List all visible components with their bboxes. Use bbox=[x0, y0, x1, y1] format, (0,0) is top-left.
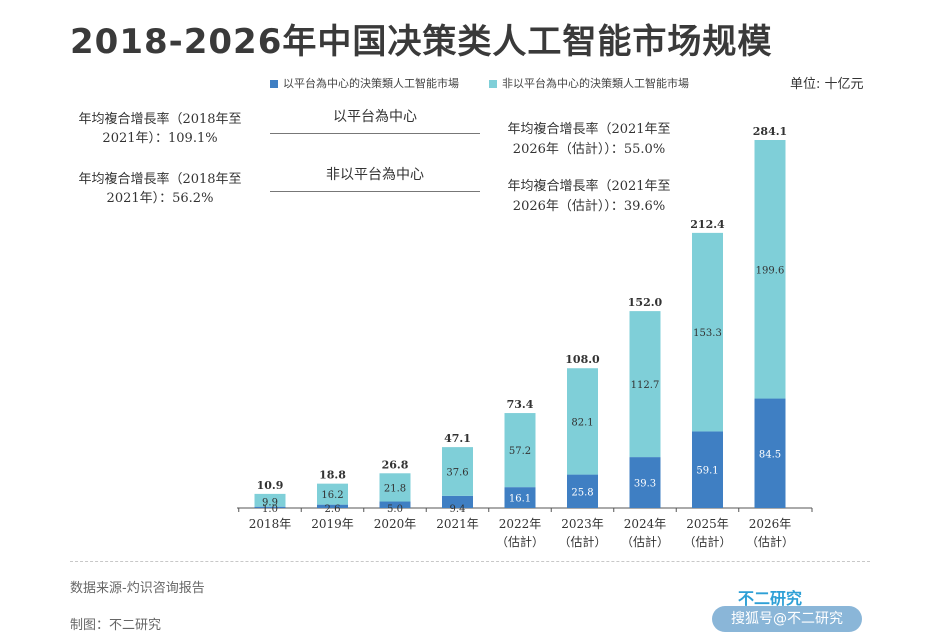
x-tick-label-3: 2021年 bbox=[436, 517, 479, 531]
cagr-right-platform: 年均複合增長率（2021年至 2026年（估計））：55.0% bbox=[484, 120, 694, 160]
bar-platform-0 bbox=[254, 506, 286, 508]
cagr-left-non-platform: 年均複合增長率（2018年至 2021年）：56.2% bbox=[60, 170, 260, 208]
total-label-0: 10.9 bbox=[257, 479, 284, 492]
x-tick-sublabel-6: （估計） bbox=[621, 534, 669, 549]
total-label-5: 108.0 bbox=[565, 353, 600, 366]
x-tick-label-7: 2025年 bbox=[686, 517, 729, 531]
value-label-platform-1: 2.6 bbox=[325, 504, 341, 515]
value-label-non-platform-1: 16.2 bbox=[321, 490, 343, 501]
footer-divider bbox=[70, 561, 870, 562]
bar-non-platform-4 bbox=[504, 413, 536, 488]
value-label-platform-7: 59.1 bbox=[696, 466, 718, 477]
cagr-right-platform-line2: 2026年（估計））：55.0% bbox=[512, 142, 666, 157]
legend-label-non-platform: 非以平台為中心的決策類人工智能市場 bbox=[502, 77, 689, 90]
legend-label-platform: 以平台為中心的決策類人工智能市場 bbox=[283, 77, 459, 90]
value-label-non-platform-3: 37.6 bbox=[446, 467, 468, 478]
value-label-non-platform-5: 82.1 bbox=[571, 417, 593, 428]
x-tick-label-0: 2018年 bbox=[249, 517, 292, 531]
legend-item-non-platform: 非以平台為中心的決策類人工智能市場 bbox=[489, 75, 689, 91]
x-tick-sublabel-7: （估計） bbox=[683, 534, 731, 549]
bar-non-platform-5 bbox=[567, 368, 598, 475]
legend-item-platform: 以平台為中心的決策類人工智能市場 bbox=[270, 75, 459, 91]
bar-non-platform-7 bbox=[692, 232, 723, 432]
x-tick-sublabel-8: （估計） bbox=[746, 534, 794, 549]
group-divider-platform bbox=[270, 133, 480, 134]
x-tick-label-2: 2020年 bbox=[374, 517, 417, 531]
total-label-4: 73.4 bbox=[507, 398, 534, 411]
value-label-platform-3: 9.4 bbox=[450, 504, 466, 515]
source-note: 数据来源-灼识咨询报告 bbox=[70, 581, 205, 596]
value-label-non-platform-2: 21.8 bbox=[384, 483, 406, 494]
x-tick-label-8: 2026年 bbox=[749, 517, 792, 531]
total-label-1: 18.8 bbox=[319, 469, 346, 482]
value-label-platform-6: 39.3 bbox=[634, 479, 656, 490]
legend-swatch-platform bbox=[270, 80, 278, 88]
cagr-right-platform-line1: 年均複合增長率（2021年至 bbox=[507, 122, 671, 137]
value-label-non-platform-6: 112.7 bbox=[631, 380, 660, 391]
value-label-platform-4: 16.1 bbox=[509, 494, 531, 505]
cagr-right-non-platform-line2: 2026年（估計））：39.6% bbox=[512, 199, 666, 214]
bar-non-platform-1 bbox=[317, 483, 348, 505]
chart-title: 2018-2026年中国决策类人工智能市场规模 bbox=[70, 22, 773, 62]
value-label-non-platform-4: 57.2 bbox=[509, 446, 531, 457]
x-tick-sublabel-5: （估計） bbox=[558, 534, 606, 549]
watermark-badge: 搜狐号@不二研究 bbox=[712, 606, 862, 632]
legend: 以平台為中心的決策類人工智能市場 非以平台為中心的決策類人工智能市場 bbox=[270, 75, 713, 91]
group-label-non-platform: 非以平台為中心 bbox=[326, 167, 424, 183]
x-tick-label-6: 2024年 bbox=[624, 517, 667, 531]
total-label-8: 284.1 bbox=[753, 125, 787, 138]
value-label-platform-2: 5.0 bbox=[387, 504, 403, 515]
cagr-right-non-platform: 年均複合增長率（2021年至 2026年（估計））：39.6% bbox=[484, 177, 694, 217]
bar-non-platform-3 bbox=[442, 447, 473, 496]
group-divider-non-platform bbox=[270, 191, 480, 192]
value-label-platform-5: 25.8 bbox=[571, 487, 593, 498]
cagr-left-platform: 年均複合增長率（2018年至 2021年）：109.1% bbox=[60, 110, 260, 148]
value-label-non-platform-8: 199.6 bbox=[756, 265, 785, 276]
total-label-7: 212.4 bbox=[690, 218, 725, 231]
bar-platform-1 bbox=[317, 504, 348, 508]
maker-note: 制图：不二研究 bbox=[70, 618, 162, 633]
value-label-platform-0: 1.0 bbox=[262, 504, 278, 515]
x-tick-sublabel-4: （估計） bbox=[496, 534, 544, 549]
cagr-left-non-platform-line1: 年均複合增長率（2018年至 bbox=[78, 172, 242, 187]
x-tick-label-4: 2022年 bbox=[499, 517, 542, 531]
x-tick-label-5: 2023年 bbox=[561, 517, 604, 531]
cagr-left-platform-line2: 2021年）：109.1% bbox=[102, 131, 218, 146]
cagr-left-non-platform-line2: 2021年）：56.2% bbox=[106, 191, 214, 206]
value-label-non-platform-7: 153.3 bbox=[693, 328, 722, 339]
cagr-left-platform-line1: 年均複合增長率（2018年至 bbox=[78, 112, 242, 127]
brand-logo-text: 不二研究 bbox=[738, 589, 803, 608]
group-label-platform: 以平台為中心 bbox=[333, 109, 417, 125]
bar-platform-3 bbox=[442, 495, 473, 508]
bar-platform-4 bbox=[504, 487, 536, 508]
unit-label: 单位: 十亿元 bbox=[790, 77, 864, 92]
bar-non-platform-6 bbox=[629, 311, 661, 458]
total-label-6: 152.0 bbox=[628, 296, 663, 309]
bar-non-platform-8 bbox=[754, 140, 786, 399]
x-tick-label-1: 2019年 bbox=[311, 517, 354, 531]
total-label-3: 47.1 bbox=[444, 432, 471, 445]
cagr-right-non-platform-line1: 年均複合增長率（2021年至 bbox=[507, 179, 671, 194]
bar-non-platform-2 bbox=[379, 473, 411, 502]
value-label-platform-8: 84.5 bbox=[759, 449, 781, 460]
bar-platform-5 bbox=[567, 474, 598, 508]
bar-non-platform-0 bbox=[254, 493, 286, 507]
bar-platform-8 bbox=[754, 398, 786, 508]
bar-platform-2 bbox=[379, 501, 411, 508]
total-label-2: 26.8 bbox=[382, 458, 409, 471]
bar-platform-6 bbox=[629, 457, 661, 508]
bar-platform-7 bbox=[692, 431, 723, 508]
value-label-non-platform-0: 9.9 bbox=[262, 498, 278, 509]
legend-swatch-non-platform bbox=[489, 80, 497, 88]
